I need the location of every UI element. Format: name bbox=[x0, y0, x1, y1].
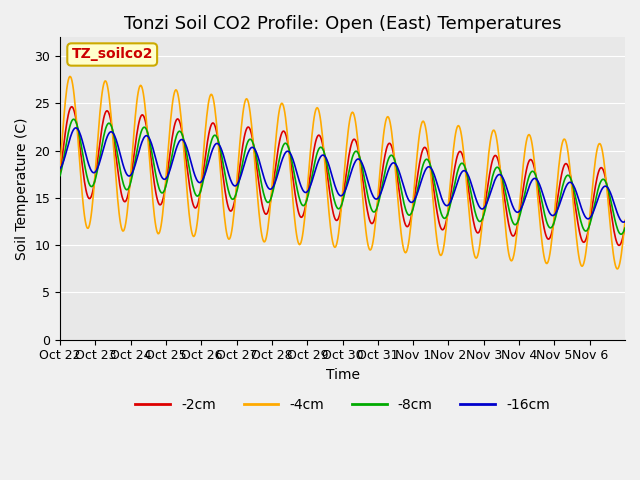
Legend: -2cm, -4cm, -8cm, -16cm: -2cm, -4cm, -8cm, -16cm bbox=[130, 392, 556, 418]
X-axis label: Time: Time bbox=[326, 368, 360, 382]
Text: TZ_soilco2: TZ_soilco2 bbox=[72, 48, 153, 61]
Y-axis label: Soil Temperature (C): Soil Temperature (C) bbox=[15, 117, 29, 260]
Title: Tonzi Soil CO2 Profile: Open (East) Temperatures: Tonzi Soil CO2 Profile: Open (East) Temp… bbox=[124, 15, 561, 33]
